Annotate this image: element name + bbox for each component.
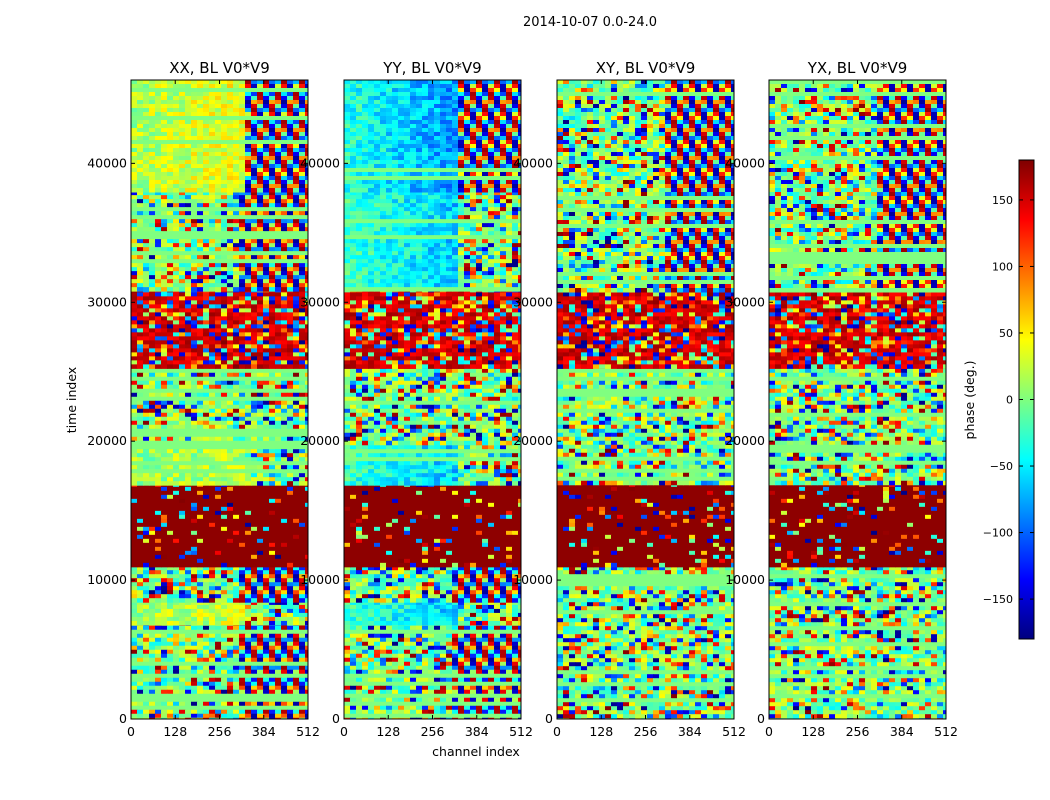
time-band-4 (131, 482, 308, 568)
heatmap-image (344, 80, 521, 719)
colorbar: −150 −100 −50 0 50 100 150 phase (deg.) (962, 159, 1035, 640)
time-band-6 (344, 364, 521, 446)
x-tick-label: 128 (801, 724, 825, 739)
x-tick-label: 512 (509, 724, 533, 739)
time-band-6 (131, 364, 308, 446)
x-tick-label: 384 (465, 724, 489, 739)
time-band-4 (344, 482, 521, 568)
time-band-4 (557, 288, 734, 369)
panel-1: XX, BL V0*V9 0 128 256 384 512 0 10000 20000 3000… (64, 59, 320, 739)
x-tick-label: 0 (765, 724, 773, 739)
y-tick-label: 10000 (300, 572, 340, 587)
x-tick-label: 384 (252, 724, 276, 739)
y-tick-label: 40000 (87, 155, 127, 170)
y-tick-label: 30000 (513, 294, 553, 309)
colorbar-tick-label: 0 (1006, 394, 1013, 407)
x-tick-label: 128 (163, 724, 187, 739)
y-tick-label: 20000 (300, 433, 340, 448)
time-band-2 (557, 482, 734, 568)
y-tick-label: 20000 (513, 433, 553, 448)
y-tick-label: 0 (545, 711, 553, 726)
x-tick-label: 0 (340, 724, 348, 739)
panel-title: XX, BL V0*V9 (169, 59, 270, 77)
colorbar-tick-label: 50 (999, 327, 1013, 340)
time-band-2 (131, 600, 308, 626)
panel-3: XY, BL V0*V9 0 128 256 384 512 0 10000 20000 3000… (513, 59, 746, 739)
panel-title: XY, BL V0*V9 (596, 59, 696, 77)
x-tick-label: 384 (890, 724, 914, 739)
time-band-5 (557, 80, 734, 293)
time-band-1 (344, 621, 521, 719)
colorbar-tick-label: −50 (990, 460, 1013, 473)
x-tick-label: 256 (846, 724, 870, 739)
time-band-9 (344, 80, 521, 193)
time-band-3 (131, 566, 308, 603)
y-tick-label: 10000 (87, 572, 127, 587)
colorbar-label: phase (deg.) (962, 361, 977, 440)
heatmap-image (557, 80, 734, 719)
y-tick-label: 0 (332, 711, 340, 726)
y-tick-label: 40000 (300, 155, 340, 170)
time-band-5 (131, 441, 308, 486)
panel-title: YY, BL V0*V9 (382, 59, 481, 77)
colorbar-tick-label: 150 (992, 194, 1013, 207)
x-tick-label: 0 (553, 724, 561, 739)
colorbar-tick-label: −150 (983, 593, 1013, 606)
x-tick-label: 512 (722, 724, 746, 739)
x-tick-label: 512 (296, 724, 320, 739)
time-band-5 (344, 441, 521, 486)
x-tick-label: 256 (208, 724, 232, 739)
panel-2: YY, BL V0*V9 0 128 256 384 512 0 10000 20000 3000… (300, 59, 533, 759)
y-tick-label: 30000 (87, 294, 127, 309)
time-band-7 (131, 288, 308, 369)
time-band-1 (131, 621, 308, 719)
y-tick-label: 30000 (725, 294, 765, 309)
panels: XX, BL V0*V9 0 128 256 384 512 0 10000 20000 3000… (64, 59, 958, 759)
x-axis-label: channel index (432, 744, 520, 759)
y-axis-label: time index (64, 367, 79, 433)
time-band-8 (131, 191, 308, 292)
time-band-7 (344, 288, 521, 369)
heatmap-image (769, 80, 946, 719)
y-tick-label: 0 (757, 711, 765, 726)
y-tick-label: 40000 (513, 155, 553, 170)
time-band-5 (769, 80, 946, 293)
time-band-4 (769, 288, 946, 369)
time-band-3 (769, 364, 946, 486)
y-tick-label: 20000 (725, 433, 765, 448)
time-band-1 (557, 566, 734, 719)
x-tick-label: 256 (421, 724, 445, 739)
figure-title: 2014-10-07 0.0-24.0 (523, 15, 657, 30)
y-tick-label: 10000 (725, 572, 765, 587)
y-tick-label: 20000 (87, 433, 127, 448)
x-tick-label: 128 (376, 724, 400, 739)
time-band-2 (344, 600, 521, 626)
time-band-3 (344, 566, 521, 603)
time-band-8 (344, 191, 521, 292)
y-tick-label: 40000 (725, 155, 765, 170)
x-tick-label: 0 (127, 724, 135, 739)
colorbar-tick-label: −100 (983, 527, 1013, 540)
time-band-2 (769, 482, 946, 568)
x-tick-label: 384 (678, 724, 702, 739)
panel-title: YX, BL V0*V9 (807, 59, 908, 77)
panel-4: YX, BL V0*V9 0 128 256 384 512 0 10000 20000 3000… (725, 59, 958, 739)
time-band-3 (557, 364, 734, 486)
heatmap-image (131, 80, 308, 719)
y-tick-label: 30000 (300, 294, 340, 309)
y-tick-label: 10000 (513, 572, 553, 587)
y-tick-label: 0 (119, 711, 127, 726)
x-tick-label: 512 (934, 724, 958, 739)
x-tick-label: 256 (634, 724, 658, 739)
time-band-9 (131, 80, 308, 193)
colorbar-tick-label: 100 (992, 260, 1013, 273)
x-tick-label: 128 (589, 724, 613, 739)
time-band-1 (769, 566, 946, 719)
